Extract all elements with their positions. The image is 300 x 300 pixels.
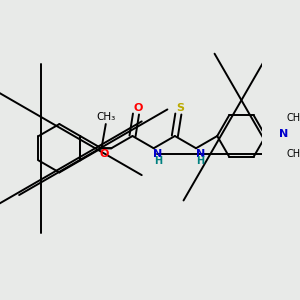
- Text: N: N: [196, 149, 205, 159]
- Text: N: N: [279, 129, 288, 139]
- Text: CH₃: CH₃: [96, 112, 116, 122]
- Text: H: H: [196, 156, 205, 167]
- Text: H: H: [154, 156, 162, 167]
- Text: N: N: [153, 149, 163, 159]
- Text: CH₃: CH₃: [286, 113, 300, 123]
- Text: CH₃: CH₃: [286, 149, 300, 159]
- Text: S: S: [176, 103, 184, 113]
- Text: O: O: [100, 149, 109, 160]
- Text: O: O: [133, 103, 142, 113]
